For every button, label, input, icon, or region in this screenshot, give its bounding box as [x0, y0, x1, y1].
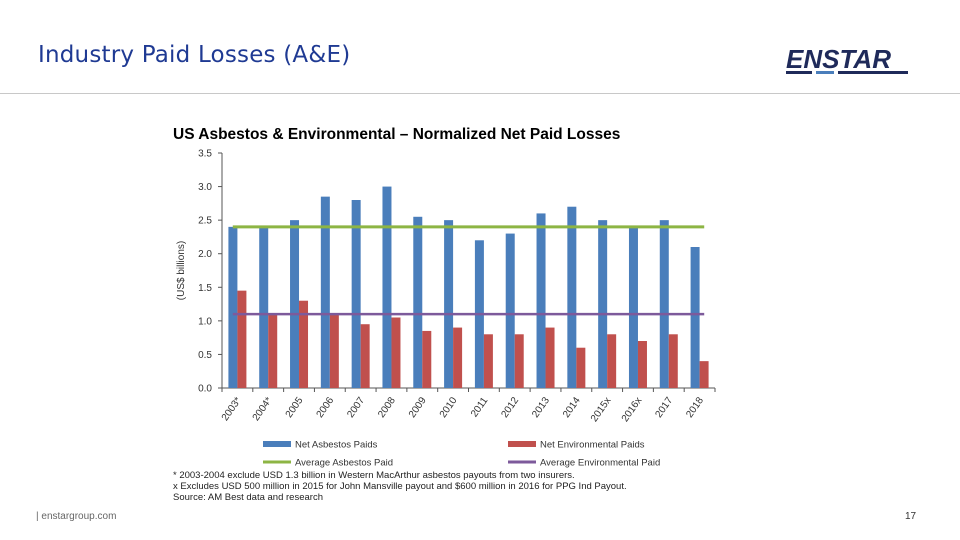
- x-tick-label: 2009: [407, 395, 429, 420]
- environmental-bar: [576, 347, 586, 388]
- x-tick-label: 2010: [438, 395, 460, 420]
- x-tick-label: 2015x: [589, 395, 614, 424]
- environmental-bar: [699, 361, 709, 388]
- y-tick-label: 3.5: [198, 149, 212, 160]
- y-tick-label: 1.5: [198, 283, 212, 294]
- environmental-bar: [483, 334, 493, 388]
- asbestos-bar: [659, 220, 669, 388]
- environmental-bar: [360, 324, 370, 388]
- legend-label: Average Asbestos Paid: [295, 458, 393, 469]
- asbestos-bar: [598, 220, 608, 388]
- x-tick-label: 2005: [284, 395, 306, 420]
- x-tick-label: 2007: [345, 395, 367, 420]
- asbestos-bar: [259, 226, 269, 388]
- x-tick-label: 2003*: [220, 395, 244, 423]
- x-tick-label: 2012: [499, 395, 521, 420]
- environmental-bar: [268, 314, 278, 388]
- asbestos-bar: [413, 216, 423, 388]
- asbestos-bar: [444, 220, 454, 388]
- environmental-bar: [391, 317, 401, 388]
- x-tick-label: 2018: [684, 395, 706, 420]
- legend-label: Net Environmental Paids: [540, 440, 645, 451]
- x-tick-label: 2004*: [251, 395, 275, 423]
- environmental-bar: [237, 290, 247, 388]
- environmental-bar: [637, 341, 647, 388]
- footnote-1: * 2003-2004 exclude USD 1.3 billion in W…: [173, 470, 575, 481]
- y-tick-label: 0.5: [198, 350, 212, 361]
- logo-stripe: [838, 71, 908, 74]
- enstar-logo: ENSTAR: [786, 44, 908, 74]
- environmental-bar: [607, 334, 617, 388]
- legend-label: Net Asbestos Paids: [295, 440, 378, 451]
- environmental-bar: [514, 334, 524, 388]
- footer-website: | enstargroup.com: [36, 511, 117, 522]
- asbestos-bar: [351, 200, 361, 388]
- legend-label: Average Environmental Paid: [540, 458, 660, 469]
- asbestos-bar: [382, 186, 392, 388]
- asbestos-bar: [628, 226, 638, 388]
- asbestos-bar: [320, 196, 330, 388]
- x-tick-label: 2014: [561, 395, 583, 420]
- asbestos-bar: [567, 206, 577, 388]
- environmental-bar: [453, 327, 463, 388]
- chart-title: US Asbestos & Environmental – Normalized…: [173, 126, 621, 143]
- x-tick-label: 2006: [315, 395, 337, 420]
- asbestos-bar: [690, 247, 700, 388]
- y-tick-label: 1.0: [198, 316, 212, 327]
- x-tick-label: 2008: [376, 395, 398, 420]
- x-tick-label: 2013: [530, 395, 552, 420]
- y-tick-label: 3.0: [198, 182, 212, 193]
- header-divider: [0, 93, 960, 94]
- chart-area: 0.0 0.5 1.0 1.5 2.0 2.5 3.0 3.5 (US$ billions) 20…: [176, 149, 716, 469]
- environmental-bar: [668, 334, 678, 388]
- x-tick-label: 2017: [653, 395, 675, 420]
- legend-swatch: [508, 441, 536, 447]
- environmental-bar: [299, 300, 309, 388]
- environmental-bar: [329, 314, 339, 388]
- slide-title: Industry Paid Losses (A&E): [38, 42, 351, 68]
- asbestos-bar: [290, 220, 300, 388]
- y-axis-label: (US$ billions): [176, 241, 187, 300]
- logo-wordmark: ENSTAR: [786, 44, 891, 74]
- environmental-bar: [422, 330, 432, 388]
- y-tick-label: 0.0: [198, 384, 212, 395]
- x-tick-label: 2016x: [620, 395, 645, 424]
- asbestos-bar: [228, 226, 238, 388]
- environmental-bar: [545, 327, 555, 388]
- asbestos-bar: [536, 213, 546, 388]
- page-number: 17: [905, 511, 917, 522]
- x-tick-label: 2011: [469, 395, 491, 419]
- y-tick-label: 2.5: [198, 216, 212, 227]
- asbestos-bar: [505, 233, 515, 388]
- footnote-2: x Excludes USD 500 million in 2015 for J…: [173, 481, 627, 492]
- y-tick-label: 2.0: [198, 249, 212, 260]
- legend-swatch: [263, 441, 291, 447]
- source-note: Source: AM Best data and research: [173, 492, 323, 503]
- logo-stripe: [816, 71, 834, 74]
- logo-stripe: [786, 71, 812, 74]
